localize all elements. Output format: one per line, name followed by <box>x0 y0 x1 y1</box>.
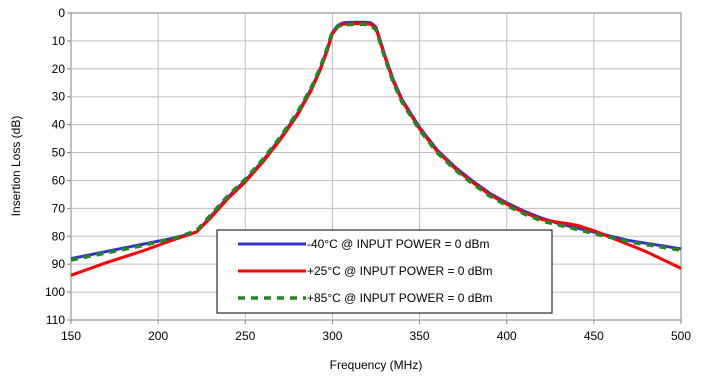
legend-label-1: +25°C @ INPUT POWER = 0 dBm <box>307 264 492 278</box>
gridlines <box>71 13 681 320</box>
y-tick-label: 90 <box>52 257 66 271</box>
y-tick-label: 10 <box>52 34 66 48</box>
legend-label-2: +85°C @ INPUT POWER = 0 dBm <box>307 291 492 305</box>
y-tick-label: 50 <box>52 146 66 160</box>
axis-ticks: 150 200 250 300 350 400 450 500 0 10 20 30 40 50 60 70 8… <box>45 6 691 343</box>
x-tick-label: 350 <box>410 329 430 343</box>
y-tick-label: 40 <box>52 118 66 132</box>
y-tick-label: 60 <box>52 173 66 187</box>
x-tick-label: 150 <box>61 329 81 343</box>
x-tick-label: 250 <box>235 329 255 343</box>
series-line-2 <box>70 22 682 262</box>
x-tick-label: 300 <box>322 329 342 343</box>
y-tick-label: 20 <box>52 62 66 76</box>
y-tick-label: 30 <box>52 90 66 104</box>
y-tick-label: 100 <box>45 285 65 299</box>
y-tick-label: 110 <box>46 313 65 327</box>
x-tick-label: 400 <box>497 329 517 343</box>
x-axis-label: Frequency (MHz) <box>330 358 423 372</box>
y-tick-label: 70 <box>52 201 66 215</box>
y-tick-label: 80 <box>52 229 66 243</box>
legend: -40°C @ INPUT POWER = 0 dBm +25°C @ INPUT… <box>216 229 553 314</box>
x-tick-label: 200 <box>148 329 168 343</box>
series-lines <box>70 20 682 277</box>
legend-label-0: -40°C @ INPUT POWER = 0 dBm <box>307 237 489 251</box>
x-tick-label: 500 <box>671 329 691 343</box>
y-axis-label: Insertion Loss (dB) <box>9 116 23 217</box>
x-tick-label: 450 <box>584 329 604 343</box>
y-tick-label: 0 <box>58 6 65 20</box>
